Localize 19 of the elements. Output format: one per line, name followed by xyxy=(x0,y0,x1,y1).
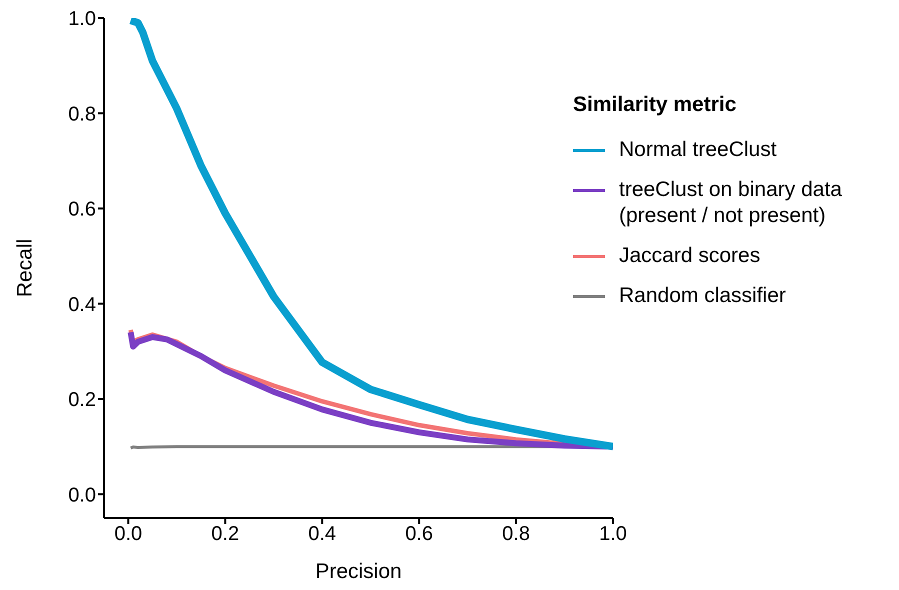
x-tick-label: 0.8 xyxy=(502,523,530,546)
y-tick-label: 0.8 xyxy=(68,103,96,126)
legend-label: Normal treeClust xyxy=(619,137,778,163)
legend-label: treeClust on binary data (present / not present) xyxy=(619,177,843,229)
y-axis-title: Recall xyxy=(13,238,36,298)
x-tick-label: 0.0 xyxy=(114,523,142,546)
y-tick-label: 0.4 xyxy=(68,294,96,316)
y-tick-label: 1.0 xyxy=(68,8,96,30)
x-tick-label: 0.4 xyxy=(308,523,336,546)
legend-title: Similarity metric xyxy=(573,93,738,117)
x-tick-label: 1.0 xyxy=(599,523,627,546)
legend-label: Random classifier xyxy=(619,283,787,309)
x-tick-label: 0.2 xyxy=(211,523,240,546)
x-tick-label: 0.6 xyxy=(405,523,433,546)
y-tick-label: 0.2 xyxy=(68,389,96,412)
y-tick-label: 0.0 xyxy=(68,484,96,506)
y-tick-label: 0.6 xyxy=(68,198,96,221)
legend-label: Jaccard scores xyxy=(619,243,762,269)
x-axis-title: Precision xyxy=(315,560,402,583)
